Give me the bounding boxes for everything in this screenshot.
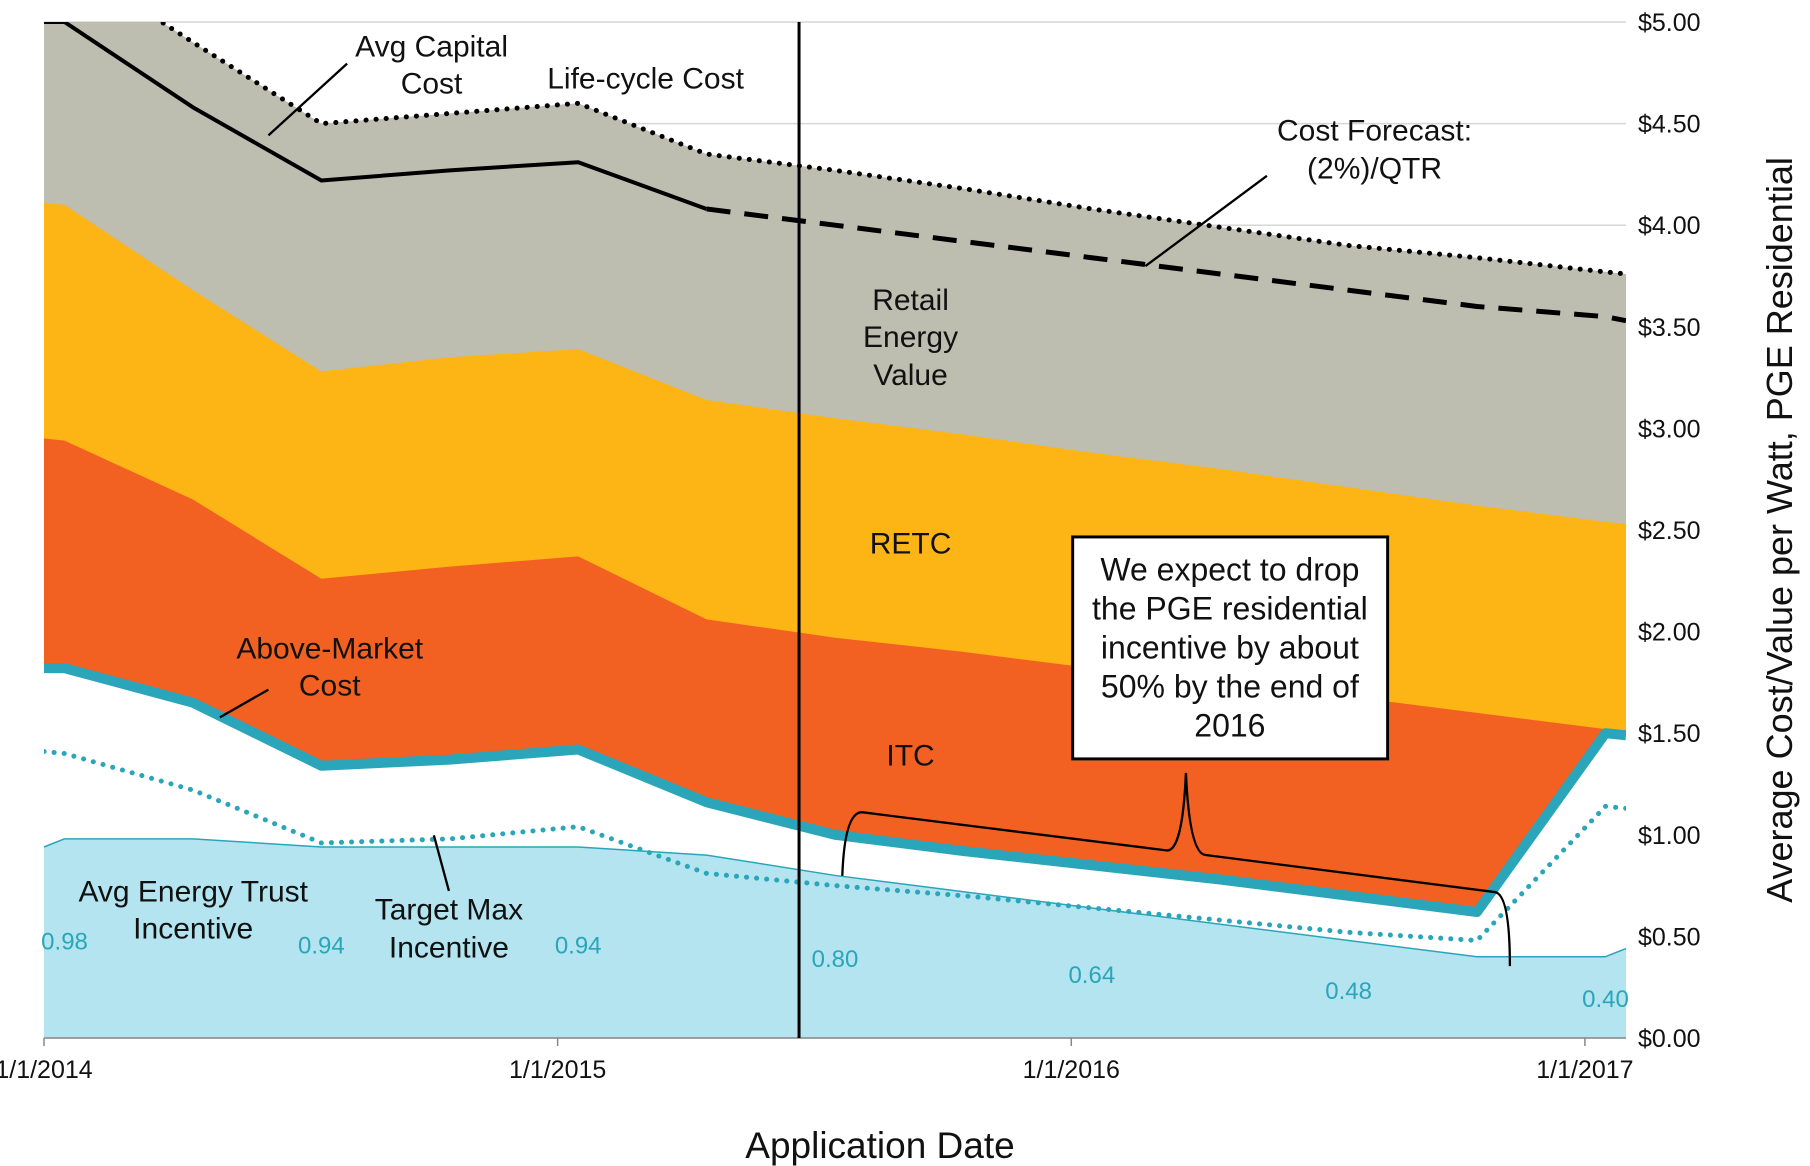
annotation: Target Max Incentive [374,893,524,965]
leader-line [267,62,348,137]
data-label: 0.80 [812,946,859,973]
x-tick-label: 1/1/2016 [1023,1056,1120,1084]
annotation: ITC [886,738,935,772]
annotation: RETC [869,527,952,561]
data-label: 0.40 [1582,986,1629,1013]
brace [841,772,1512,967]
annotation: Avg Capital Cost [355,30,508,101]
annotation: Retail Energy Value [863,283,959,392]
x-tick-label: 1/1/2017 [1536,1056,1633,1084]
data-label: 0.94 [298,932,345,959]
callout-box: We expect to drop the PGE residential in… [1071,535,1389,761]
y-tick-label: $1.50 [1638,720,1701,748]
y-tick-label: $1.00 [1638,822,1701,850]
x-tick-label: 1/1/2015 [509,1056,606,1084]
y-axis-title: Average Cost/Value per Watt, PGE Residen… [1759,157,1800,903]
leader-line [1144,174,1268,268]
y-tick-label: $3.00 [1638,415,1701,443]
axes: $0.00 $0.50 $1.00 $1.50 $2.00 $2.50 $3.00 $3.50… [0,9,1701,1084]
x-tick-label: 1/1/2014 [0,1056,93,1084]
data-label: 0.64 [1068,962,1115,989]
annotation: Life-cycle Cost [547,61,744,95]
line [44,22,708,211]
data-label: 0.98 [41,928,88,955]
area [44,838,1626,1038]
y-tick-label: $3.50 [1638,314,1701,342]
y-tick-label: $4.00 [1638,212,1701,240]
line [44,838,1626,958]
line [706,206,1626,324]
y-tick-label: $0.00 [1638,1025,1701,1053]
x-axis-title: Application Date [745,1125,1015,1166]
leader-line [432,835,451,892]
data-label: 0.94 [555,932,602,959]
y-tick-label: $4.50 [1638,111,1701,139]
line [44,748,1626,943]
data-label: 0.48 [1325,978,1372,1005]
y-tick-label: $5.00 [1638,9,1701,37]
leader-lines [219,62,1512,967]
line [44,663,1626,918]
plot-area [44,22,1626,1038]
annotation: Avg Energy Trust Incentive [78,875,308,946]
y-tick-label: $2.50 [1638,517,1701,545]
y-tick-label: $0.50 [1638,923,1701,951]
y-tick-label: $2.00 [1638,619,1701,647]
annotation: Above-Market Cost [236,632,424,703]
leader-line [219,688,269,719]
annotation: Cost Forecast: (2%)/QTR [1276,114,1473,186]
